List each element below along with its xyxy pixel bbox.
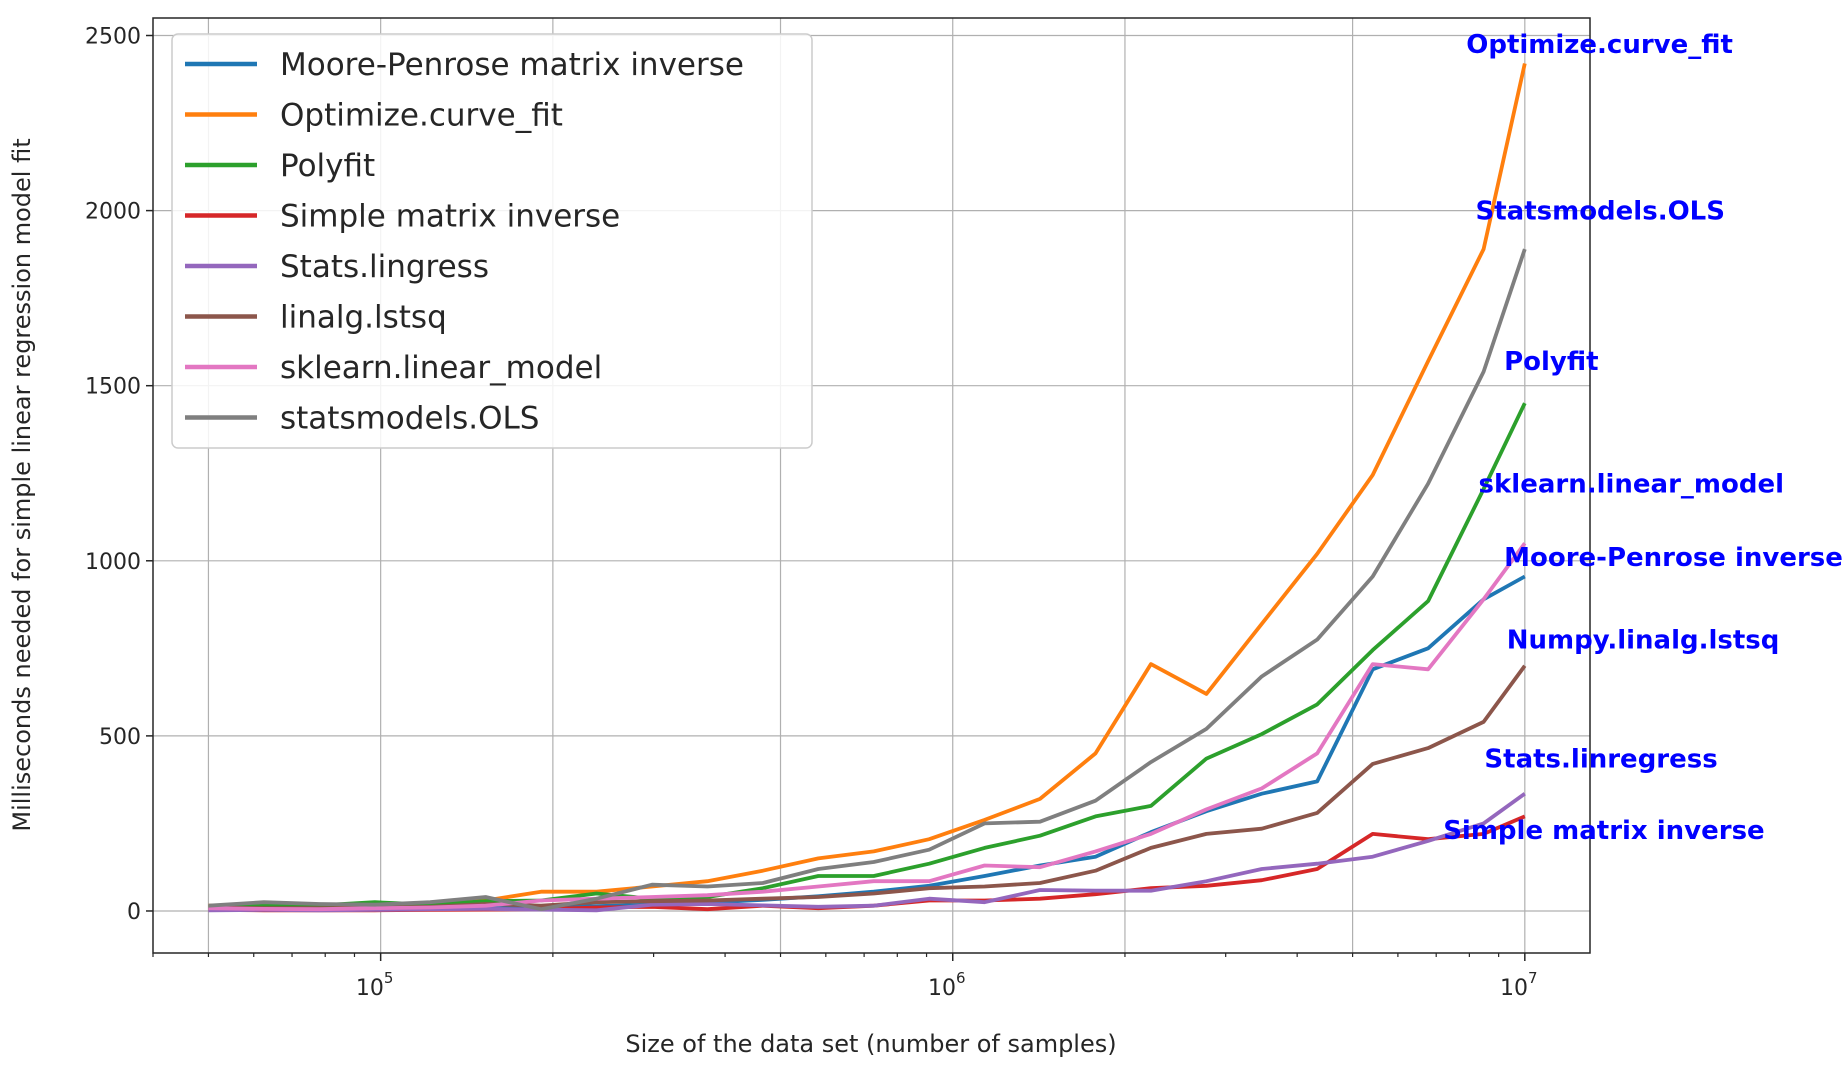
legend: Moore-Penrose matrix inverse Optimize.cur… xyxy=(171,33,813,449)
annotation-label: Statsmodels.OLS xyxy=(1476,196,1725,226)
legend-label: Moore-Penrose matrix inverse xyxy=(280,47,744,83)
y-tick-label: 2000 xyxy=(85,200,141,225)
y-tick-label: 2500 xyxy=(85,25,141,50)
series-line xyxy=(208,542,1527,912)
annotation-label: Simple matrix inverse xyxy=(1443,816,1765,846)
series-line xyxy=(208,402,1527,909)
y-tick-label: 500 xyxy=(99,725,141,750)
annotation-label: sklearn.linear_model xyxy=(1479,470,1785,500)
x-tick-label: 105 xyxy=(356,969,394,1001)
annotation-label: Moore-Penrose inverse xyxy=(1504,543,1843,573)
y-tick-label: 1500 xyxy=(85,375,141,400)
y-tick-label: 0 xyxy=(127,900,141,925)
series-line xyxy=(208,664,1527,911)
legend-label: Polyfit xyxy=(280,148,375,184)
legend-label: statsmodels.OLS xyxy=(280,401,540,437)
legend-label: linalg.lstsq xyxy=(280,300,447,336)
series-line xyxy=(208,248,1527,912)
annotation-label: Stats.linregress xyxy=(1484,744,1717,774)
x-axis-label: Size of the data set (number of samples) xyxy=(625,1030,1116,1058)
legend-label: Simple matrix inverse xyxy=(280,199,620,235)
annotation-label: Numpy.linalg.lstsq xyxy=(1507,625,1780,655)
annotations: Optimize.curve_fit Statsmodels.OLS Polyfit… xyxy=(1443,30,1843,846)
legend-label: sklearn.linear_model xyxy=(280,350,602,386)
x-tick-label: 107 xyxy=(1500,969,1538,1001)
legend-box xyxy=(171,33,813,449)
series-lines xyxy=(208,63,1527,913)
annotation-label: Optimize.curve_fit xyxy=(1466,30,1733,60)
legend-label: Stats.lingress xyxy=(280,249,489,285)
x-tick-label: 106 xyxy=(928,969,966,1001)
ticks: 0 500 1000 1500 2000 2500 105 106 107 xyxy=(85,25,1538,1001)
annotation-label: Polyfit xyxy=(1504,347,1598,377)
y-tick-label: 1000 xyxy=(85,550,141,575)
y-axis-label: Milliseconds needed for simple linear re… xyxy=(8,138,36,831)
legend-label: Optimize.curve_fit xyxy=(280,98,563,134)
plot-frame xyxy=(152,17,1591,954)
